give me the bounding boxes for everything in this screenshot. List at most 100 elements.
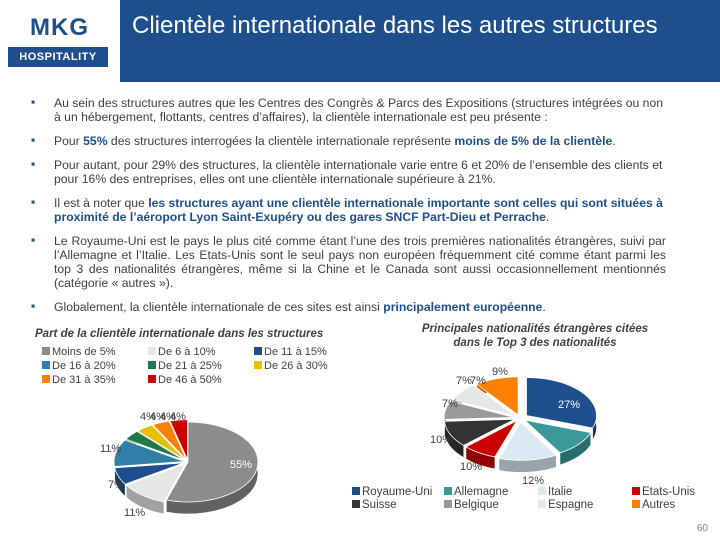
legend-swatch [352,487,360,495]
pie-data-label: 27% [558,399,580,411]
bullet-text: Il est à noter que [54,196,149,210]
legend-entry: Suisse [352,499,397,511]
legend-label: Suisse [362,499,397,511]
bullet-list: ▪ Au sein des structures autres que les … [26,95,666,324]
legend-label: Belgique [454,499,499,511]
bullet-text: Le Royaume-Uni est le pays le plus cité … [54,234,666,290]
pie-data-label: 7% [442,398,458,410]
pie-data-label: 4% [170,411,186,423]
pie-slice [125,430,186,461]
legend-swatch [42,347,50,355]
highlight-text: les structures ayant une clientèle inter… [54,196,663,224]
pie-slice [465,419,518,458]
pie-slice [523,419,592,454]
pie-data-label: 55% [230,459,252,471]
legend-swatch [254,347,262,355]
pie-slice [444,418,515,446]
legend-swatch [352,500,360,508]
bullet-text: Au sein des structures autres que les Ce… [54,96,664,124]
legend-label: Espagne [548,499,594,511]
legend-entry: De 31 à 35% [42,374,116,386]
slide-title: Clientèle internationale dans les autres… [132,12,658,39]
logo: MKG HOSPITALITY [0,0,116,78]
bullet-item: ▪ Il est à noter que les structures ayan… [26,195,666,224]
legend-label: Moins de 5% [52,346,116,358]
pie-slice [526,377,597,429]
pie-data-label: 10% [460,461,482,473]
legend-entry: De 16 à 20% [42,360,116,372]
pie-data-label: 10% [430,434,452,446]
legend-label: Royaume-Uni [362,486,433,498]
legend-swatch [42,375,50,383]
bullet-text: Globalement, la clientèle internationale… [54,300,384,314]
bullet-marker: ▪ [31,299,36,313]
legend-entry: Autres [632,499,675,511]
pie-data-label: 12% [522,475,544,487]
bullet-item: ▪ Globalement, la clientèle internationa… [26,299,666,314]
legend-swatch [42,361,50,369]
pie-data-label: 4% [160,411,176,423]
legend-label: De 11 à 15% [264,346,327,358]
pie-data-label: 7% [108,479,124,491]
bullet-marker: ▪ [31,233,36,247]
bullet-item: ▪ Au sein des structures autres que les … [26,95,666,124]
bullet-text: . [542,300,546,314]
bullet-text: . [545,210,550,224]
legend-swatch [444,500,452,508]
legend-label: Etats-Unis [642,486,696,498]
legend-swatch [148,347,156,355]
logo-text: MKG [30,14,89,41]
bullet-marker: ▪ [31,133,36,147]
legend-entry: Moins de 5% [42,346,116,358]
legend-label: De 26 à 30% [264,360,328,372]
legend-swatch [444,487,452,495]
legend-entry: De 26 à 30% [254,360,328,372]
slide-header: MKG HOSPITALITY Clientèle internationale… [0,0,720,82]
pie-slice [165,421,259,503]
bullet-text: . [612,134,616,148]
legend-swatch [632,500,640,508]
highlight-text: moins de 5% de la clientèle [454,134,613,148]
legend-label: De 46 à 50% [158,374,222,386]
bullet-text: des structures interrogées la clientèle … [107,134,455,148]
title-bar: Clientèle internationale dans les autres… [120,0,720,82]
pie-slice [475,376,519,416]
legend-entry: Belgique [444,499,499,511]
legend-entry: Allemagne [444,486,508,498]
highlight-text: principalement européenne [383,300,543,314]
legend-entry: De 6 à 10% [148,346,215,358]
pie-data-label: 4% [150,411,166,423]
pie-slice [169,419,188,460]
bullet-text: Pour [54,134,84,148]
bullet-marker: ▪ [31,157,36,171]
legend-swatch [148,375,156,383]
legend-entry: Royaume-Uni [352,486,432,498]
legend-label: De 16 à 20% [52,360,116,372]
bullet-item: ▪ Le Royaume-Uni est le pays le plus cit… [26,233,666,290]
chart-title-right: Principales nationalités étrangères cité… [421,323,649,349]
legend-label: Italie [548,486,573,498]
legend-entry: Etats-Unis [632,486,695,498]
legend-swatch [538,487,546,495]
legend-entry: De 21 à 25% [148,360,222,372]
pie-data-label: 7% [456,375,472,387]
bullet-item: ▪ Pour autant, pour 29% des structures, … [26,157,666,186]
page-number: 60 [696,523,708,534]
legend-entry: De 46 à 50% [148,374,222,386]
chart-title-left: Part de la clientèle internationale dans… [35,328,324,340]
bullet-marker: ▪ [31,95,36,109]
bullet-text: Pour autant, pour 29% des structures, la… [54,158,663,186]
pie-slice [125,463,187,503]
bullet-marker: ▪ [31,195,36,209]
pie-slice [114,462,185,485]
pie-slice [152,420,187,461]
pie-slice [113,439,185,467]
legend-label: De 31 à 35% [52,374,116,386]
pie-slice [451,384,516,417]
pie-slice [443,400,515,420]
legend-label: Autres [642,499,676,511]
pie-slice [498,421,557,461]
pie-data-label: 11% [124,507,145,519]
pie-slice [136,424,186,461]
